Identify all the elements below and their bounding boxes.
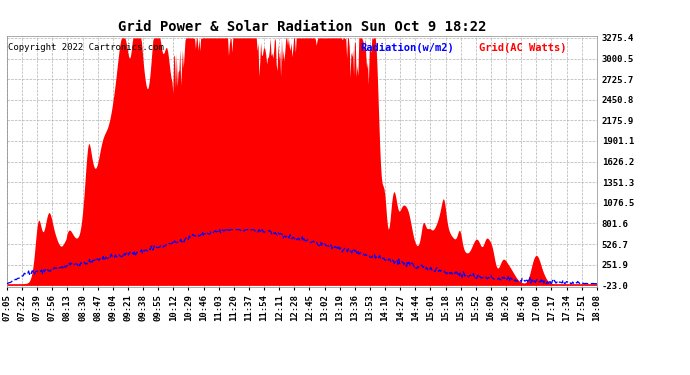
Text: Grid(AC Watts): Grid(AC Watts): [479, 43, 566, 53]
Text: Radiation(w/m2): Radiation(w/m2): [361, 43, 455, 53]
Title: Grid Power & Solar Radiation Sun Oct 9 18:22: Grid Power & Solar Radiation Sun Oct 9 1…: [117, 21, 486, 34]
Text: Copyright 2022 Cartronics.com: Copyright 2022 Cartronics.com: [8, 43, 164, 52]
